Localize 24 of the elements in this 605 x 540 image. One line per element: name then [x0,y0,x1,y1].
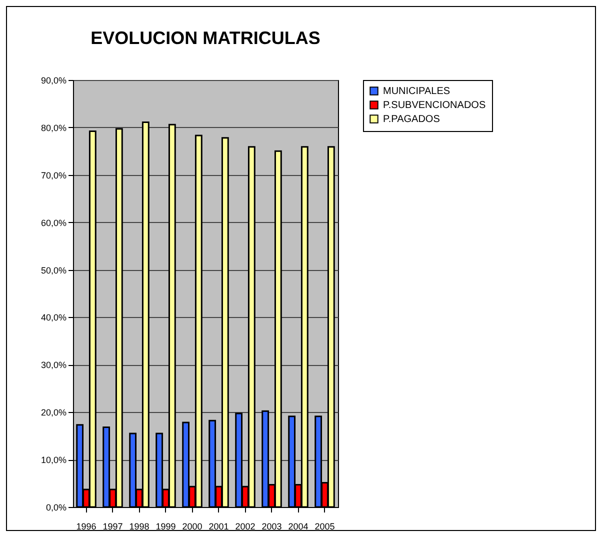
y-tick-label: 10,0% [40,455,66,466]
y-tick-label: 50,0% [40,265,66,276]
x-tick-label: 1996 [76,522,96,532]
x-tick-label: 2002 [235,522,256,532]
x-tick-label: 2005 [314,522,335,532]
legend-label: MUNICIPALES [383,86,450,97]
y-tick-label: 30,0% [40,360,66,370]
x-tick-label: 2003 [262,522,282,532]
x-tick-label: 2000 [182,522,202,532]
x-tick-label: 2004 [288,522,308,532]
y-tick-label: 70,0% [40,170,66,180]
y-tick-label: 80,0% [40,122,66,133]
legend-label: P.SUBVENCIONADOS [383,100,486,111]
chart-title: EVOLUCION MATRICULAS [90,28,320,48]
y-tick-label: 60,0% [40,218,66,228]
x-tick-label: 1997 [102,522,123,532]
x-tick-label: 1999 [156,522,176,532]
y-tick-label: 40,0% [40,312,66,323]
y-tick-label: 0,0% [46,502,66,512]
y-tick-label: 20,0% [40,408,66,418]
x-tick-label: 2001 [208,522,229,532]
y-tick-label: 90,0% [40,76,66,86]
x-tick-label: 1998 [129,522,150,532]
legend-label: P.PAGADOS [383,114,440,125]
